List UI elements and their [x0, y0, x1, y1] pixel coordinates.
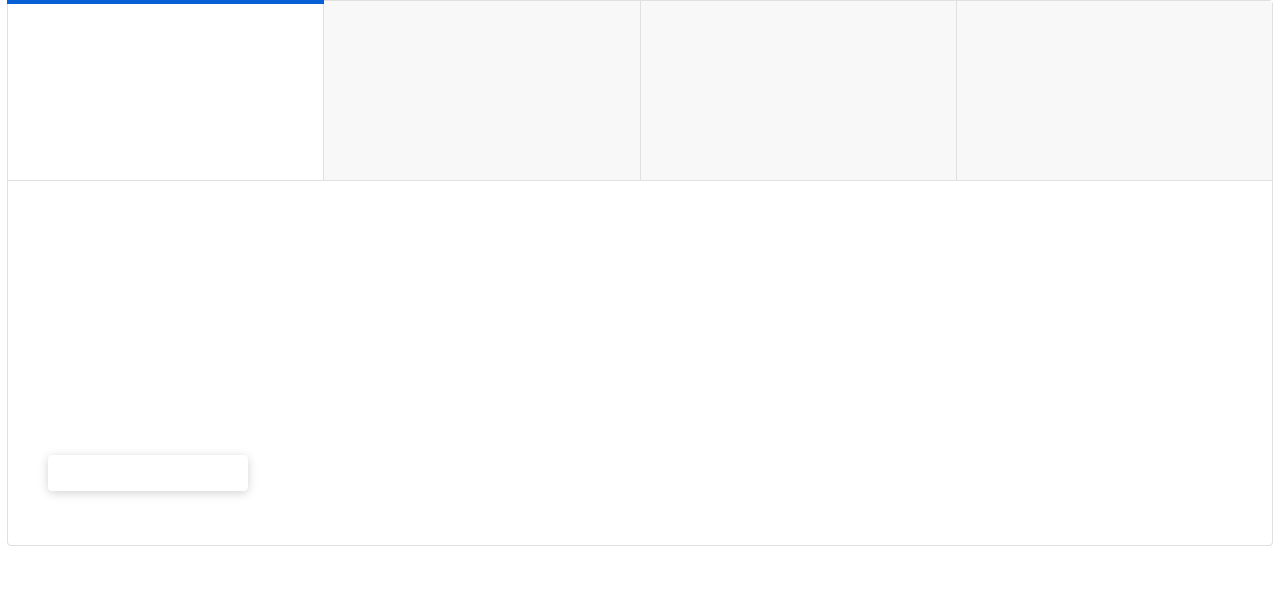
chart-x-axis	[48, 457, 1232, 497]
chart-area	[8, 181, 1272, 497]
see-more-row	[8, 497, 1272, 545]
analytics-card	[7, 0, 1273, 546]
tab-subscribers[interactable]	[641, 1, 957, 180]
tab-revenue[interactable]	[957, 1, 1272, 180]
chart-y-axis	[1142, 231, 1232, 451]
tab-views[interactable]	[8, 1, 324, 180]
chart-plot[interactable]	[48, 231, 1142, 451]
tab-watch-time[interactable]	[324, 1, 640, 180]
metric-tabs	[8, 1, 1272, 181]
